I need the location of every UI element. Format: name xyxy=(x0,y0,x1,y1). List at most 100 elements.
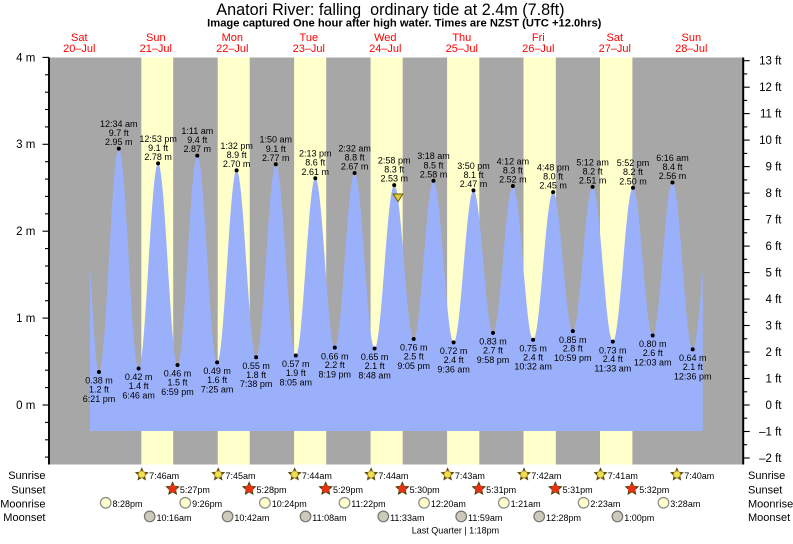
svg-text:2:23am: 2:23am xyxy=(590,499,620,509)
svg-text:0.80 m: 0.80 m xyxy=(639,339,667,349)
svg-text:10:16am: 10:16am xyxy=(157,513,192,523)
svg-text:0.75 m: 0.75 m xyxy=(519,344,547,354)
svg-text:7:45am: 7:45am xyxy=(226,471,256,481)
svg-text:12:36 pm: 12:36 pm xyxy=(674,371,712,381)
svg-text:8.3 ft: 8.3 ft xyxy=(384,165,405,175)
svg-text:11:33 am: 11:33 am xyxy=(594,364,631,374)
svg-text:1:50 am: 1:50 am xyxy=(260,135,293,145)
svg-text:1 m: 1 m xyxy=(16,313,35,325)
svg-text:7:46am: 7:46am xyxy=(149,471,179,481)
svg-text:–1 ft: –1 ft xyxy=(759,426,782,438)
svg-text:0.73 m: 0.73 m xyxy=(599,345,627,355)
svg-text:12:28pm: 12:28pm xyxy=(546,513,581,523)
svg-text:2.4 ft: 2.4 ft xyxy=(603,354,624,364)
svg-text:0.46 m: 0.46 m xyxy=(164,369,192,379)
svg-text:9.1 ft: 9.1 ft xyxy=(148,143,169,153)
svg-text:11:59am: 11:59am xyxy=(468,513,502,523)
svg-text:9.7 ft: 9.7 ft xyxy=(109,128,130,138)
svg-text:5:12 am: 5:12 am xyxy=(576,157,609,167)
svg-text:8:28pm: 8:28pm xyxy=(113,499,143,509)
svg-text:11:33am: 11:33am xyxy=(390,513,424,523)
svg-text:Anatori River: falling ordina: Anatori River: falling ordinary tide at … xyxy=(216,1,564,19)
svg-text:7:43am: 7:43am xyxy=(455,471,485,481)
svg-text:22–Jul: 22–Jul xyxy=(216,43,248,55)
svg-text:2.95 m: 2.95 m xyxy=(105,137,133,147)
svg-text:8.1 ft: 8.1 ft xyxy=(463,170,484,180)
svg-text:9:26pm: 9:26pm xyxy=(192,499,222,509)
svg-text:1:11 am: 1:11 am xyxy=(181,126,213,136)
svg-text:25–Jul: 25–Jul xyxy=(446,43,478,55)
svg-text:8.2 ft: 8.2 ft xyxy=(583,166,604,176)
svg-text:8:19 pm: 8:19 pm xyxy=(319,370,352,380)
svg-text:Sun: Sun xyxy=(682,32,702,44)
svg-text:7:44am: 7:44am xyxy=(302,471,332,481)
svg-text:12:53 pm: 12:53 pm xyxy=(139,134,177,144)
svg-text:8:05 am: 8:05 am xyxy=(280,377,313,387)
svg-text:2:13 pm: 2:13 pm xyxy=(299,149,332,159)
svg-text:2.61 m: 2.61 m xyxy=(302,167,330,177)
svg-text:12:34 am: 12:34 am xyxy=(100,119,138,129)
svg-text:2.7 ft: 2.7 ft xyxy=(483,346,504,356)
svg-text:7:44am: 7:44am xyxy=(378,471,408,481)
svg-text:2.4 ft: 2.4 ft xyxy=(444,355,465,365)
svg-text:2.6 ft: 2.6 ft xyxy=(643,348,664,358)
svg-text:2.70 m: 2.70 m xyxy=(223,159,251,169)
svg-text:11:08am: 11:08am xyxy=(312,513,346,523)
svg-text:2.78 m: 2.78 m xyxy=(144,152,172,162)
svg-text:26–Jul: 26–Jul xyxy=(522,43,554,55)
svg-text:1.6 ft: 1.6 ft xyxy=(207,375,228,385)
svg-text:0.65 m: 0.65 m xyxy=(361,352,389,362)
svg-text:2 m: 2 m xyxy=(16,226,35,238)
svg-text:10:32 am: 10:32 am xyxy=(514,362,552,372)
svg-text:2.53 m: 2.53 m xyxy=(380,174,408,184)
svg-text:Sunrise: Sunrise xyxy=(748,470,785,482)
svg-text:10:59 pm: 10:59 pm xyxy=(554,353,592,363)
svg-text:2.1 ft: 2.1 ft xyxy=(683,362,704,372)
svg-text:5:28pm: 5:28pm xyxy=(257,485,287,495)
svg-text:Sun: Sun xyxy=(146,32,166,44)
svg-text:7:41am: 7:41am xyxy=(608,471,638,481)
svg-text:13 ft: 13 ft xyxy=(759,56,782,68)
svg-text:Sunset: Sunset xyxy=(11,484,45,496)
svg-text:Thu: Thu xyxy=(452,32,471,44)
svg-text:2.45 m: 2.45 m xyxy=(539,181,567,191)
svg-text:2:58 pm: 2:58 pm xyxy=(378,156,411,166)
svg-text:4 ft: 4 ft xyxy=(766,294,783,306)
svg-text:3 m: 3 m xyxy=(16,139,35,151)
svg-text:0.55 m: 0.55 m xyxy=(242,361,270,371)
svg-text:2 ft: 2 ft xyxy=(766,347,783,359)
svg-text:3 ft: 3 ft xyxy=(766,320,783,332)
svg-text:8.8 ft: 8.8 ft xyxy=(345,153,366,163)
svg-text:8.0 ft: 8.0 ft xyxy=(543,172,564,182)
svg-text:Sat: Sat xyxy=(71,32,88,44)
svg-text:8:48 am: 8:48 am xyxy=(358,370,391,380)
svg-text:9.4 ft: 9.4 ft xyxy=(187,135,208,145)
svg-text:0.49 m: 0.49 m xyxy=(203,366,231,376)
svg-text:0.76 m: 0.76 m xyxy=(400,343,428,353)
svg-text:5:31pm: 5:31pm xyxy=(486,485,516,495)
svg-text:0.38 m: 0.38 m xyxy=(85,376,113,386)
svg-text:1 ft: 1 ft xyxy=(766,373,783,385)
svg-text:23–Jul: 23–Jul xyxy=(293,43,325,55)
svg-text:7:42am: 7:42am xyxy=(531,471,561,481)
svg-text:Image captured One hour after: Image captured One hour after high water… xyxy=(207,18,602,30)
svg-text:Last Quarter | 1:18pm: Last Quarter | 1:18pm xyxy=(412,525,499,535)
svg-text:9:58 pm: 9:58 pm xyxy=(477,355,510,365)
svg-text:4 m: 4 m xyxy=(16,52,35,64)
svg-text:2.58 m: 2.58 m xyxy=(420,169,448,179)
svg-text:2.87 m: 2.87 m xyxy=(184,144,212,154)
svg-text:3:50 pm: 3:50 pm xyxy=(457,161,490,171)
svg-text:2.51 m: 2.51 m xyxy=(579,176,607,186)
svg-text:8.5 ft: 8.5 ft xyxy=(423,160,444,170)
svg-text:5:29pm: 5:29pm xyxy=(333,485,363,495)
svg-text:8.2 ft: 8.2 ft xyxy=(623,167,644,177)
svg-text:2.50 m: 2.50 m xyxy=(619,176,647,186)
svg-text:0.57 m: 0.57 m xyxy=(282,359,310,369)
svg-text:Sunset: Sunset xyxy=(748,484,782,496)
svg-text:2.77 m: 2.77 m xyxy=(262,153,290,163)
svg-text:2.52 m: 2.52 m xyxy=(499,175,527,185)
svg-text:5:32pm: 5:32pm xyxy=(639,485,669,495)
svg-text:Wed: Wed xyxy=(374,32,396,44)
svg-text:7:25 am: 7:25 am xyxy=(201,384,234,394)
svg-text:3:28am: 3:28am xyxy=(670,499,700,509)
